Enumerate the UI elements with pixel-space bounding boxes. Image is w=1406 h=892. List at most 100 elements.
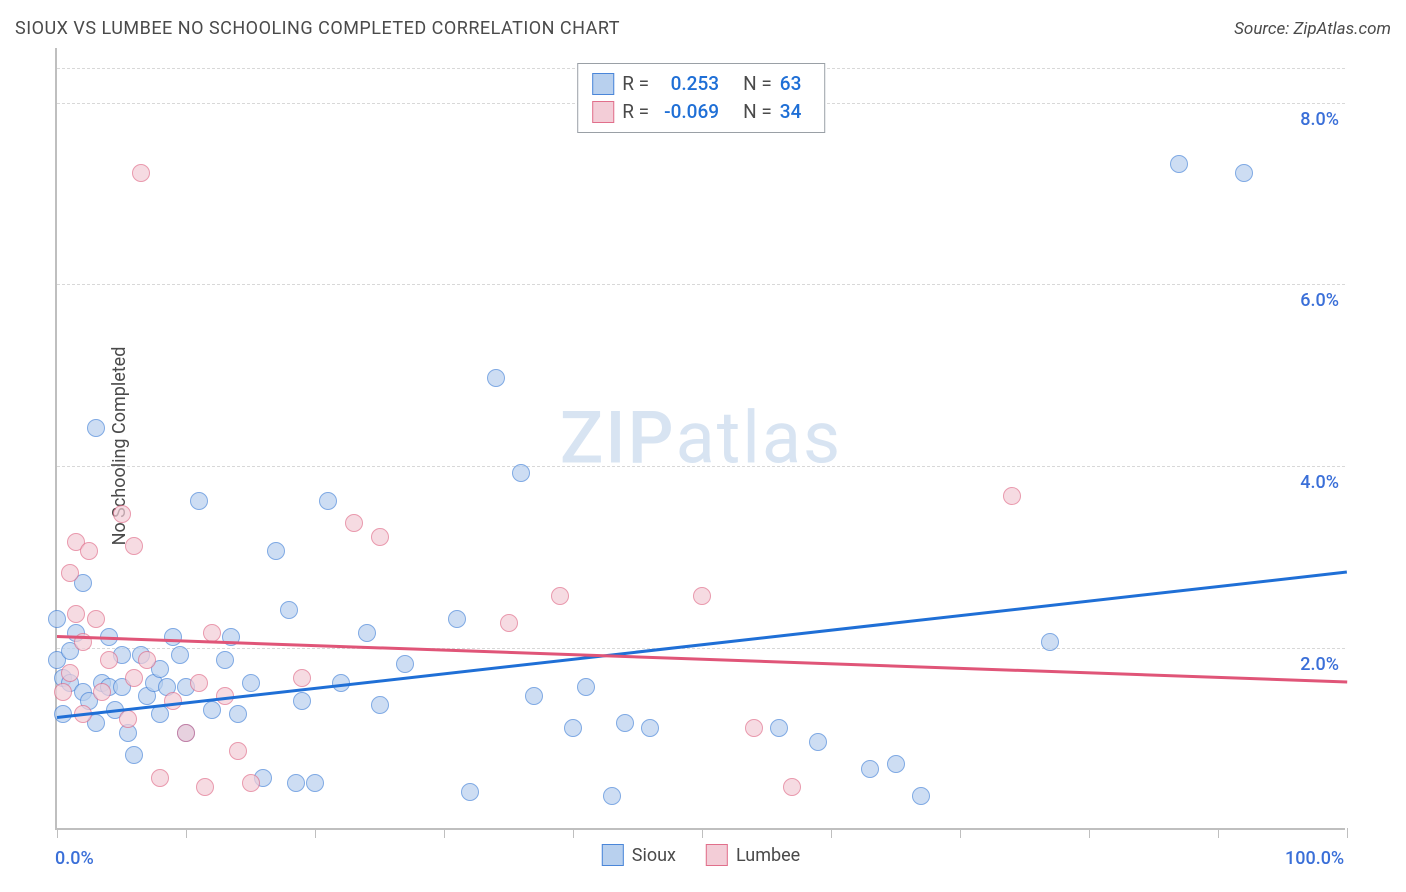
scatter-point bbox=[229, 742, 247, 760]
watermark-rest: atlas bbox=[676, 396, 843, 481]
x-tick-label: 0.0% bbox=[55, 848, 94, 869]
scatter-point bbox=[93, 683, 111, 701]
scatter-point bbox=[54, 683, 72, 701]
scatter-point bbox=[525, 687, 543, 705]
scatter-point bbox=[861, 760, 879, 778]
scatter-point bbox=[190, 674, 208, 692]
x-tick bbox=[1218, 828, 1219, 838]
scatter-point bbox=[1170, 155, 1188, 173]
scatter-point bbox=[396, 655, 414, 673]
stat-r-label: R = bbox=[622, 98, 649, 126]
scatter-point bbox=[216, 651, 234, 669]
gridline-h bbox=[57, 466, 1345, 467]
scatter-point bbox=[745, 719, 763, 737]
y-tick-label: 4.0% bbox=[1300, 472, 1339, 493]
scatter-point bbox=[190, 492, 208, 510]
stat-r-label: R = bbox=[622, 70, 649, 98]
scatter-point bbox=[61, 664, 79, 682]
scatter-plot-area: ZIPatlas 2.0%4.0%6.0%8.0%0.0%100.0%R =0.… bbox=[55, 48, 1345, 830]
stats-row: R =-0.069N =34 bbox=[592, 98, 810, 126]
scatter-point bbox=[87, 419, 105, 437]
scatter-point bbox=[100, 651, 118, 669]
scatter-point bbox=[770, 719, 788, 737]
y-tick-label: 2.0% bbox=[1300, 654, 1339, 675]
x-tick bbox=[831, 828, 832, 838]
stats-row: R =0.253N =63 bbox=[592, 70, 810, 98]
x-tick bbox=[960, 828, 961, 838]
x-tick bbox=[573, 828, 574, 838]
stat-n-value: 34 bbox=[780, 98, 810, 126]
scatter-point bbox=[280, 601, 298, 619]
scatter-point bbox=[61, 564, 79, 582]
scatter-point bbox=[203, 701, 221, 719]
scatter-point bbox=[371, 528, 389, 546]
x-tick bbox=[1347, 828, 1348, 838]
chart-title: SIOUX VS LUMBEE NO SCHOOLING COMPLETED C… bbox=[15, 18, 620, 39]
legend-label: Lumbee bbox=[736, 845, 800, 866]
scatter-point bbox=[319, 492, 337, 510]
scatter-point bbox=[177, 724, 195, 742]
scatter-point bbox=[196, 778, 214, 796]
scatter-point bbox=[809, 733, 827, 751]
scatter-point bbox=[577, 678, 595, 696]
scatter-point bbox=[125, 537, 143, 555]
stat-n-label: N = bbox=[743, 98, 772, 126]
x-tick-label: 100.0% bbox=[1285, 848, 1344, 869]
scatter-point bbox=[306, 774, 324, 792]
scatter-point bbox=[125, 669, 143, 687]
y-tick-label: 6.0% bbox=[1300, 290, 1339, 311]
scatter-point bbox=[345, 514, 363, 532]
scatter-point bbox=[171, 646, 189, 664]
legend-swatch bbox=[592, 101, 614, 123]
scatter-point bbox=[500, 614, 518, 632]
scatter-point bbox=[293, 669, 311, 687]
scatter-point bbox=[67, 605, 85, 623]
legend-swatch bbox=[592, 73, 614, 95]
scatter-point bbox=[229, 705, 247, 723]
scatter-point bbox=[371, 696, 389, 714]
scatter-point bbox=[87, 610, 105, 628]
legend-label: Sioux bbox=[632, 845, 676, 866]
scatter-point bbox=[242, 674, 260, 692]
scatter-point bbox=[80, 542, 98, 560]
x-tick bbox=[57, 828, 58, 838]
scatter-point bbox=[1235, 164, 1253, 182]
scatter-point bbox=[461, 783, 479, 801]
gridline-h bbox=[57, 648, 1345, 649]
stat-r-value: 0.253 bbox=[657, 70, 719, 98]
x-tick bbox=[315, 828, 316, 838]
scatter-point bbox=[151, 769, 169, 787]
watermark-bold: ZIP bbox=[560, 396, 676, 481]
source-label: Source: bbox=[1234, 19, 1289, 39]
chart-header: SIOUX VS LUMBEE NO SCHOOLING COMPLETED C… bbox=[15, 18, 1391, 39]
scatter-point bbox=[1003, 487, 1021, 505]
scatter-point bbox=[164, 628, 182, 646]
stats-legend-box: R =0.253N =63R =-0.069N =34 bbox=[577, 63, 825, 133]
scatter-point bbox=[242, 774, 260, 792]
scatter-point bbox=[125, 746, 143, 764]
scatter-point bbox=[487, 369, 505, 387]
x-tick bbox=[702, 828, 703, 838]
scatter-point bbox=[203, 624, 221, 642]
x-tick bbox=[1089, 828, 1090, 838]
scatter-point bbox=[1041, 633, 1059, 651]
scatter-point bbox=[564, 719, 582, 737]
source-attribution: Source: ZipAtlas.com bbox=[1234, 19, 1391, 39]
scatter-point bbox=[119, 710, 137, 728]
scatter-point bbox=[138, 651, 156, 669]
legend-item: Sioux bbox=[602, 844, 676, 866]
scatter-point bbox=[287, 774, 305, 792]
legend-swatch bbox=[602, 844, 624, 866]
scatter-point bbox=[164, 692, 182, 710]
scatter-point bbox=[293, 692, 311, 710]
y-tick-label: 8.0% bbox=[1300, 109, 1339, 130]
bottom-legend: Sioux Lumbee bbox=[602, 844, 800, 866]
source-value: ZipAtlas.com bbox=[1293, 19, 1391, 39]
scatter-point bbox=[113, 505, 131, 523]
scatter-point bbox=[267, 542, 285, 560]
legend-swatch bbox=[706, 844, 728, 866]
scatter-point bbox=[358, 624, 376, 642]
stat-n-label: N = bbox=[743, 70, 772, 98]
x-tick bbox=[444, 828, 445, 838]
watermark: ZIPatlas bbox=[560, 396, 842, 481]
